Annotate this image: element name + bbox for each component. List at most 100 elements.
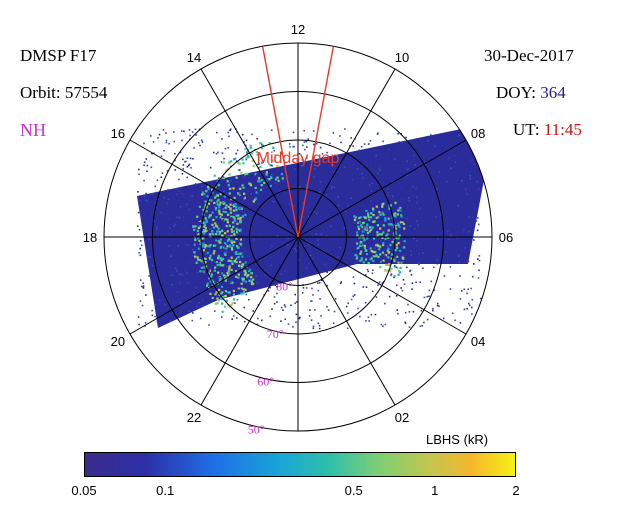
- oval-pixel: [202, 242, 205, 245]
- noise-pixel: [336, 256, 339, 258]
- noise-pixel: [273, 296, 276, 298]
- noise-pixel: [189, 157, 192, 160]
- noise-pixel: [219, 272, 222, 275]
- noise-pixel: [214, 194, 217, 196]
- noise-pixel: [185, 203, 188, 206]
- noise-pixel: [267, 290, 270, 292]
- noise-pixel: [195, 134, 197, 136]
- noise-pixel: [154, 315, 156, 318]
- oval-pixel: [228, 160, 231, 163]
- oval-pixel: [226, 218, 229, 221]
- oval-pixel: [382, 242, 385, 245]
- oval-pixel: [247, 273, 250, 277]
- midday-gap-line: [297, 46, 335, 238]
- noise-pixel: [227, 147, 229, 149]
- noise-pixel: [236, 298, 239, 301]
- oval-pixel: [230, 198, 233, 201]
- oval-pixel: [221, 296, 224, 299]
- oval-pixel: [377, 245, 380, 248]
- oval-pixel: [218, 288, 221, 291]
- oval-pixel: [389, 204, 392, 207]
- noise-pixel: [367, 235, 369, 237]
- noise-pixel: [361, 172, 363, 175]
- oval-pixel: [242, 291, 245, 294]
- oval-pixel: [389, 223, 393, 226]
- noise-pixel: [237, 268, 240, 271]
- noise-pixel: [477, 277, 480, 279]
- oval-pixel: [397, 242, 400, 245]
- noise-pixel: [393, 264, 396, 267]
- oval-pixel: [382, 224, 385, 227]
- oval-pixel: [400, 214, 403, 217]
- noise-pixel: [408, 311, 411, 313]
- noise-pixel: [248, 298, 250, 301]
- noise-pixel: [182, 164, 185, 166]
- noise-pixel: [426, 178, 428, 180]
- noise-pixel: [305, 267, 308, 269]
- noise-pixel: [368, 320, 370, 322]
- oval-pixel: [248, 156, 251, 159]
- noise-pixel: [156, 226, 158, 228]
- noise-pixel: [211, 283, 213, 285]
- oval-pixel: [382, 243, 385, 247]
- oval-pixel: [239, 228, 242, 231]
- noise-pixel: [387, 188, 389, 190]
- noise-pixel: [402, 279, 405, 281]
- noise-pixel: [446, 180, 448, 183]
- noise-pixel: [363, 143, 366, 145]
- noise-pixel: [406, 160, 408, 162]
- noise-pixel: [294, 293, 296, 296]
- noise-pixel: [371, 290, 374, 293]
- oval-pixel: [234, 203, 237, 206]
- noise-pixel: [331, 269, 334, 271]
- oval-pixel: [386, 233, 389, 236]
- noise-pixel: [262, 160, 265, 162]
- oval-pixel: [199, 225, 202, 228]
- noise-pixel: [192, 312, 194, 314]
- oval-pixel: [230, 215, 233, 218]
- oval-pixel: [219, 230, 222, 233]
- oval-pixel: [260, 147, 264, 150]
- noise-pixel: [214, 280, 216, 283]
- oval-pixel: [379, 253, 382, 256]
- oval-pixel: [394, 201, 397, 204]
- noise-pixel: [199, 144, 201, 147]
- noise-pixel: [418, 253, 420, 255]
- oval-pixel: [204, 217, 207, 220]
- oval-pixel: [369, 247, 372, 250]
- noise-pixel: [477, 217, 479, 219]
- noise-pixel: [139, 240, 142, 242]
- oval-pixel: [242, 292, 245, 295]
- oval-pixel: [387, 247, 390, 250]
- noise-pixel: [401, 246, 404, 249]
- noise-pixel: [312, 130, 315, 132]
- noise-pixel: [305, 186, 308, 189]
- noise-pixel: [370, 200, 372, 202]
- oval-pixel: [197, 226, 200, 229]
- oval-pixel: [227, 259, 230, 262]
- oval-pixel: [200, 266, 203, 269]
- noise-pixel: [377, 132, 379, 134]
- noise-pixel: [239, 184, 242, 186]
- noise-pixel: [142, 286, 144, 288]
- oval-pixel: [389, 244, 392, 247]
- noise-pixel: [230, 179, 233, 182]
- noise-pixel: [362, 155, 364, 157]
- noise-pixel: [173, 131, 175, 133]
- noise-pixel: [139, 200, 141, 202]
- oval-pixel: [225, 242, 228, 245]
- noise-pixel: [473, 163, 475, 166]
- noise-pixel: [174, 223, 177, 226]
- noise-pixel: [221, 152, 224, 154]
- oval-pixel: [232, 205, 236, 208]
- noise-pixel: [147, 256, 150, 258]
- noise-pixel: [375, 154, 378, 157]
- oval-pixel: [381, 236, 384, 239]
- noise-pixel: [450, 247, 452, 250]
- noise-pixel: [257, 232, 260, 234]
- noise-pixel: [301, 292, 304, 294]
- oval-pixel: [254, 197, 257, 200]
- oval-pixel: [376, 231, 379, 234]
- noise-pixel: [188, 164, 190, 167]
- noise-pixel: [391, 195, 394, 198]
